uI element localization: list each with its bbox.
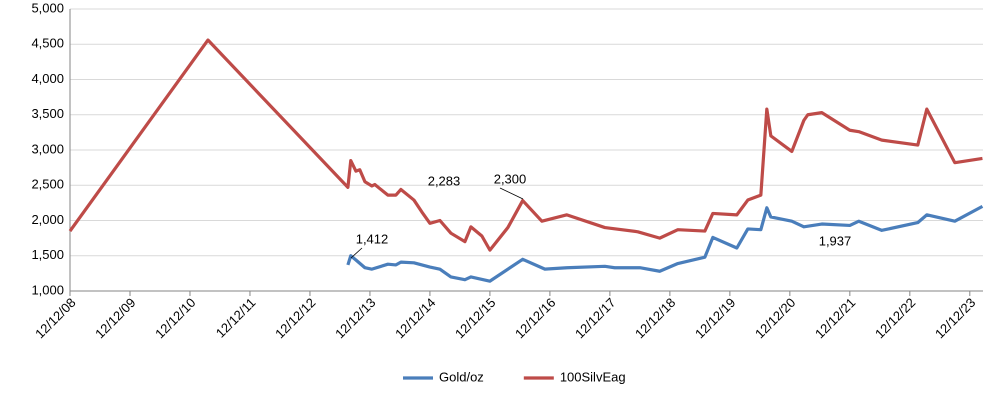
legend-label: Gold/oz	[439, 369, 484, 384]
annotation: 1,937	[819, 233, 852, 248]
x-tick-label: 12/12/08	[32, 295, 78, 341]
y-tick-label: 2,500	[31, 177, 64, 192]
x-tick-label: 12/12/17	[572, 295, 618, 341]
x-tick-label: 12/12/18	[632, 295, 678, 341]
x-tick-label: 12/12/09	[92, 295, 138, 341]
annotation: 1,412	[356, 231, 389, 246]
x-tick-label: 12/12/12	[272, 295, 318, 341]
x-tick-label: 12/12/14	[392, 295, 438, 341]
legend-label: 100SilvEag	[560, 369, 626, 384]
annotation: 2,283	[428, 173, 461, 188]
x-tick-label: 12/12/21	[812, 295, 858, 341]
y-tick-label: 4,000	[31, 71, 64, 86]
y-tick-label: 2,000	[31, 212, 64, 227]
annotation-leader	[499, 187, 524, 200]
x-tick-label: 12/12/19	[692, 295, 738, 341]
annotation: 2,300	[494, 171, 527, 186]
x-tick-label: 12/12/20	[752, 295, 798, 341]
x-tick-label: 12/12/22	[872, 295, 918, 341]
series-line	[68, 38, 983, 252]
x-tick-label: 12/12/15	[452, 295, 498, 341]
x-tick-label: 12/12/11	[213, 295, 259, 341]
y-tick-label: 5,000	[31, 0, 64, 15]
x-tick-label: 12/12/13	[332, 295, 378, 341]
y-tick-label: 1,500	[31, 247, 64, 262]
y-tick-label: 4,500	[31, 36, 64, 51]
x-tick-label: 12/12/10	[152, 295, 198, 341]
x-tick-label: 12/12/16	[512, 295, 558, 341]
y-tick-label: 3,500	[31, 106, 64, 121]
series-line	[346, 204, 984, 283]
annotation-leader	[350, 247, 363, 259]
y-tick-label: 3,000	[31, 141, 64, 156]
y-tick-label: 1,000	[31, 282, 64, 297]
x-tick-label: 12/12/23	[932, 295, 978, 341]
